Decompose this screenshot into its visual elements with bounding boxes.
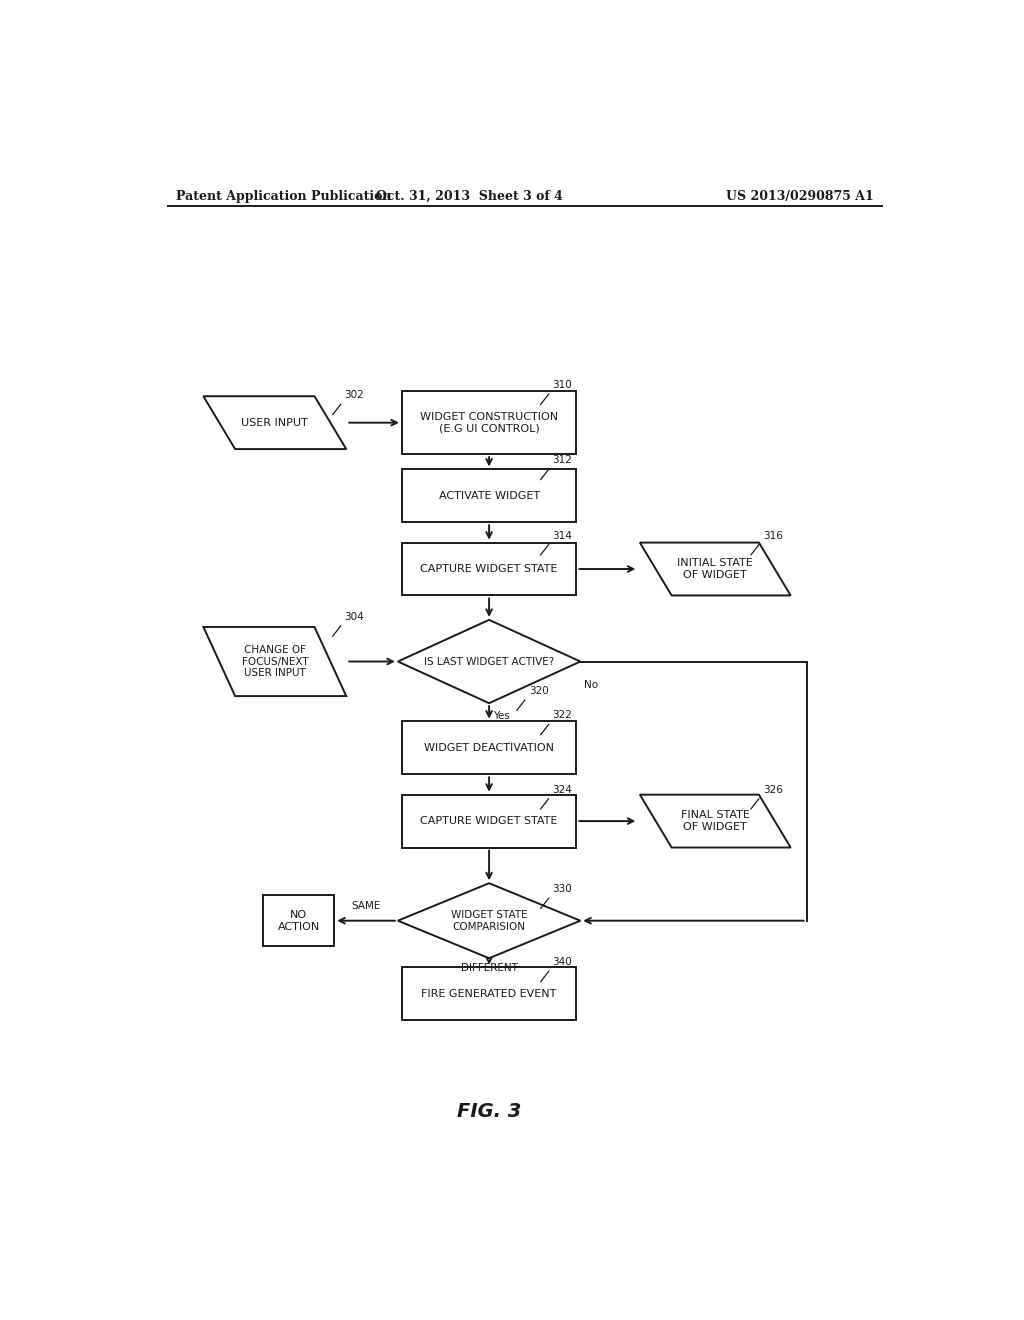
Text: WIDGET CONSTRUCTION
(E.G UI CONTROL): WIDGET CONSTRUCTION (E.G UI CONTROL) (420, 412, 558, 433)
Text: 312: 312 (553, 455, 572, 466)
Text: ACTIVATE WIDGET: ACTIVATE WIDGET (438, 491, 540, 500)
Text: 324: 324 (553, 784, 572, 795)
Text: FINAL STATE
OF WIDGET: FINAL STATE OF WIDGET (681, 810, 750, 832)
Text: 322: 322 (553, 710, 572, 721)
Text: CAPTURE WIDGET STATE: CAPTURE WIDGET STATE (421, 816, 558, 826)
FancyBboxPatch shape (401, 391, 577, 454)
FancyBboxPatch shape (401, 968, 577, 1020)
Text: IS LAST WIDGET ACTIVE?: IS LAST WIDGET ACTIVE? (424, 656, 554, 667)
Text: 304: 304 (345, 612, 365, 622)
Text: 310: 310 (553, 380, 572, 391)
Text: WIDGET STATE
COMPARISION: WIDGET STATE COMPARISION (451, 909, 527, 932)
Text: 316: 316 (763, 531, 782, 541)
Text: INITIAL STATE
OF WIDGET: INITIAL STATE OF WIDGET (678, 558, 753, 579)
Polygon shape (397, 620, 581, 704)
FancyBboxPatch shape (401, 470, 577, 523)
Text: 302: 302 (345, 391, 365, 400)
FancyBboxPatch shape (401, 722, 577, 775)
FancyBboxPatch shape (263, 895, 334, 946)
Text: Yes: Yes (494, 711, 510, 721)
Text: USER INPUT: USER INPUT (242, 417, 308, 428)
FancyBboxPatch shape (401, 795, 577, 847)
Polygon shape (204, 396, 346, 449)
Text: Patent Application Publication: Patent Application Publication (176, 190, 391, 202)
Text: FIG. 3: FIG. 3 (457, 1102, 521, 1121)
Text: Oct. 31, 2013  Sheet 3 of 4: Oct. 31, 2013 Sheet 3 of 4 (376, 190, 562, 202)
Text: 340: 340 (553, 957, 572, 968)
Text: NO
ACTION: NO ACTION (278, 909, 319, 932)
Text: 326: 326 (763, 784, 782, 795)
Text: 314: 314 (553, 531, 572, 541)
Text: WIDGET DEACTIVATION: WIDGET DEACTIVATION (424, 743, 554, 752)
FancyBboxPatch shape (401, 543, 577, 595)
Text: 320: 320 (528, 686, 549, 696)
Polygon shape (397, 883, 581, 958)
Text: DIFFERENT: DIFFERENT (461, 964, 517, 973)
Polygon shape (204, 627, 346, 696)
Text: CHANGE OF
FOCUS/NEXT
USER INPUT: CHANGE OF FOCUS/NEXT USER INPUT (242, 645, 308, 678)
Text: SAME: SAME (351, 900, 381, 911)
Polygon shape (640, 795, 791, 847)
Text: CAPTURE WIDGET STATE: CAPTURE WIDGET STATE (421, 564, 558, 574)
Text: No: No (585, 680, 598, 690)
Text: US 2013/0290875 A1: US 2013/0290875 A1 (726, 190, 873, 202)
Text: FIRE GENERATED EVENT: FIRE GENERATED EVENT (422, 989, 557, 999)
Text: 330: 330 (553, 884, 572, 894)
Polygon shape (640, 543, 791, 595)
